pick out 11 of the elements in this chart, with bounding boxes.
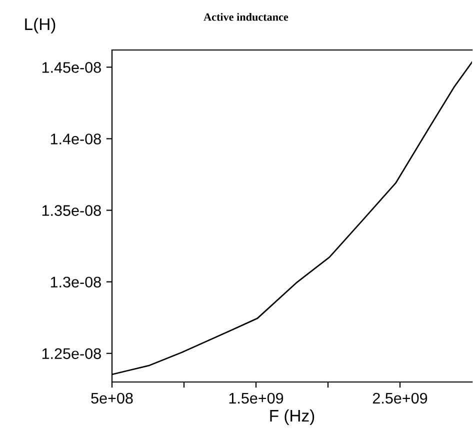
y-tick-label: 1.3e-08 <box>50 276 101 288</box>
y-tick-label: 1.35e-08 <box>42 205 101 216</box>
y-tick-label: 1.4e-08 <box>50 134 101 144</box>
y-tick-label: 1.45e-08 <box>42 62 101 73</box>
y-tick-label: 1.25e-08 <box>42 348 101 360</box>
x-tick-label: 5e+08 <box>91 392 133 404</box>
x-axis-title: F (Hz) <box>270 409 314 425</box>
x-tick-label: 2.5e+09 <box>372 392 428 404</box>
y-axis-title: L(H) <box>25 18 56 34</box>
chart-title: Active inductance <box>204 12 288 21</box>
x-tick-label: 1.5e+09 <box>229 392 284 404</box>
